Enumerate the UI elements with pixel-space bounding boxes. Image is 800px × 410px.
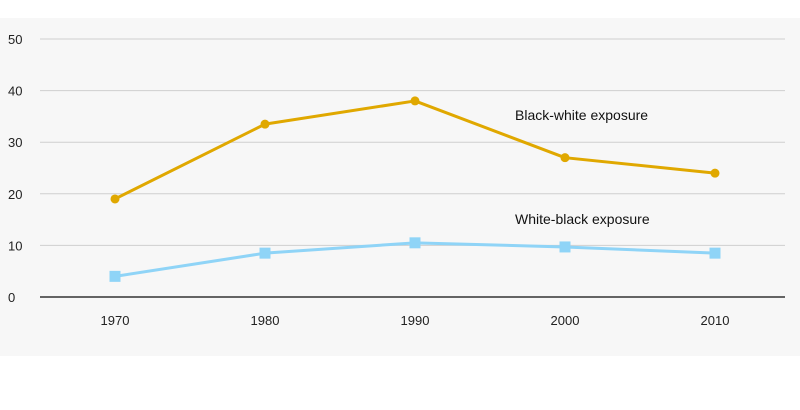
data-point [259,247,271,259]
x-tick-label: 1990 [401,313,430,328]
gridlines [40,38,785,246]
y-tick-label: 10 [8,238,22,253]
data-point [710,168,720,178]
data-point [410,96,420,106]
data-point [559,241,571,253]
data-point [110,194,120,204]
x-tick-label: 2000 [551,313,580,328]
series-label-white-black: White-black exposure [515,211,650,227]
y-tick-label: 30 [8,135,22,150]
x-tick-label: 1980 [251,313,280,328]
y-tick-label: 50 [8,32,22,47]
series-label-black-white: Black-white exposure [515,107,648,123]
data-point [409,237,421,249]
series-group [109,96,721,282]
x-axis-ticks: 1970 1980 1990 2000 2010 [101,313,730,328]
data-point [560,153,570,163]
y-tick-label: 0 [8,290,15,305]
chart-background [0,18,800,356]
x-tick-label: 2010 [701,313,730,328]
y-axis-ticks: 0 10 20 30 40 50 [8,32,22,305]
y-tick-label: 40 [8,84,22,99]
y-tick-label: 20 [8,187,22,202]
x-tick-label: 1970 [101,313,130,328]
data-point [109,270,121,282]
data-point [709,247,721,259]
data-point [260,119,270,129]
